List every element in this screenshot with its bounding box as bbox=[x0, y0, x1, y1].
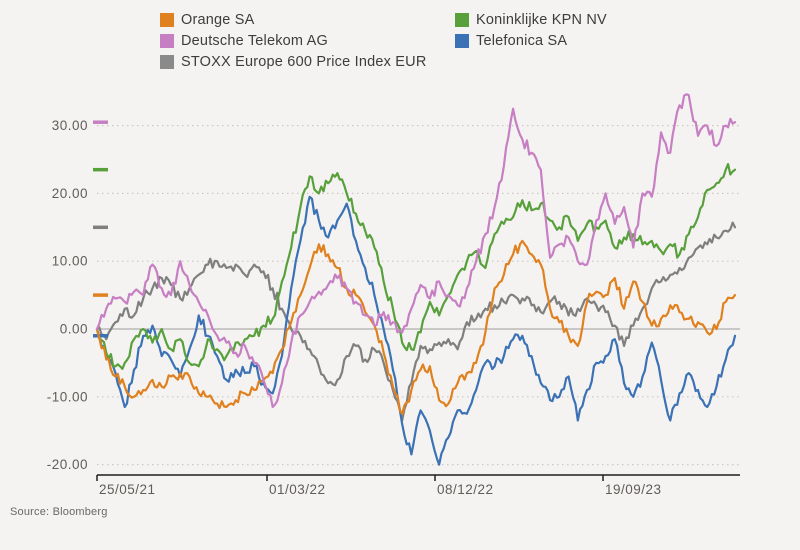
source-attribution: Source: Bloomberg bbox=[10, 506, 108, 518]
legend-item-stoxx-europe-600: STOXX Europe 600 Price Index EUR bbox=[160, 53, 455, 70]
x-axis-tick-label: 19/09/23 bbox=[605, 482, 662, 497]
y-axis-tick-label: -20.00 bbox=[47, 457, 88, 472]
telefonica-swatch-icon bbox=[455, 33, 469, 48]
x-axis-tick-label: 08/12/22 bbox=[437, 482, 494, 497]
x-axis-tick-label: 01/03/22 bbox=[269, 482, 326, 497]
y-axis-tick-label: -10.00 bbox=[47, 389, 88, 404]
series-line-koninklijke-kpn-nv bbox=[95, 163, 737, 370]
legend-item-orange-sa: Orange SA bbox=[160, 11, 455, 28]
legend-item-deutsche-telekom: Deutsche Telekom AG bbox=[160, 32, 455, 49]
legend-item-kpn: Koninklijke KPN NV bbox=[455, 11, 607, 28]
deutsche-telekom-swatch-icon bbox=[160, 33, 174, 48]
legend-label-kpn: Koninklijke KPN NV bbox=[476, 11, 607, 28]
series-line-stoxx-europe-600-price-index-eur bbox=[95, 221, 737, 422]
legend-label-telefonica: Telefonica SA bbox=[476, 32, 568, 49]
series-line-deutsche-telekom-ag bbox=[95, 93, 737, 409]
legend-label-deutsche-telekom: Deutsche Telekom AG bbox=[181, 32, 328, 49]
legend-label-orange-sa: Orange SA bbox=[181, 11, 255, 28]
legend-item-telefonica: Telefonica SA bbox=[455, 32, 607, 49]
kpn-swatch-icon bbox=[455, 12, 469, 27]
legend-column-right: Koninklijke KPN NV Telefonica SA bbox=[455, 12, 607, 69]
y-axis-tick-label: 30.00 bbox=[52, 118, 88, 133]
x-axis-tick-label: 25/05/21 bbox=[99, 482, 156, 497]
y-axis-tick-label: 20.00 bbox=[52, 186, 88, 201]
legend-column-left: Orange SA Deutsche Telekom AG STOXX Euro… bbox=[160, 11, 455, 70]
y-axis-tick-label: 10.00 bbox=[52, 254, 88, 269]
chart-legend: Orange SA Deutsche Telekom AG STOXX Euro… bbox=[160, 11, 790, 70]
orange-sa-swatch-icon bbox=[160, 12, 174, 27]
series-line-telefonica-sa bbox=[95, 195, 737, 466]
y-axis-tick-label: 0.00 bbox=[60, 322, 88, 337]
legend-label-stoxx-europe-600: STOXX Europe 600 Price Index EUR bbox=[181, 53, 427, 70]
series-line-orange-sa bbox=[95, 239, 737, 415]
stoxx-swatch-icon bbox=[160, 54, 174, 69]
